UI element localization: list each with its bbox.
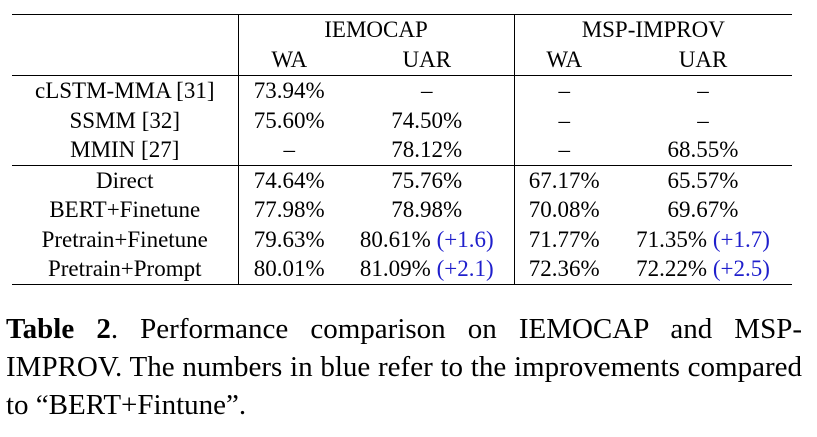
method-cell-value: BERT+Finetune bbox=[49, 197, 201, 222]
results-table-container: IEMOCAP MSP-IMPROV WA UAR WA UAR cLSTM-M… bbox=[12, 14, 793, 285]
iemocap-uar-cell-value: 78.12% bbox=[391, 137, 463, 162]
iemocap-uar-cell-value: 75.76% bbox=[391, 167, 463, 193]
iemocap-wa-cell-value: – bbox=[283, 137, 296, 162]
iemocap-wa-cell: 77.98% bbox=[238, 195, 340, 225]
iemocap-uar-cell: 80.61% (+1.6) bbox=[340, 224, 515, 254]
iemocap-uar-cell-gain: (+1.6) bbox=[436, 226, 494, 252]
msp-uar-cell: 68.55% bbox=[614, 135, 792, 165]
msp-wa-cell: 67.17% bbox=[514, 164, 615, 195]
msp-wa-cell-value: – bbox=[558, 137, 571, 162]
table-row: cLSTM-MMA [31] 73.94% – – – bbox=[12, 75, 793, 106]
msp-uar-cell: 69.67% bbox=[614, 195, 792, 225]
iemocap-uar-cell: 81.09% (+2.1) bbox=[340, 254, 515, 285]
method-cell: SSMM [32] bbox=[12, 105, 239, 135]
msp-wa-cell-value: 72.36% bbox=[528, 256, 600, 281]
method-cell: MMIN [27] bbox=[12, 135, 239, 165]
method-cell-value: Pretrain+Prompt bbox=[47, 256, 202, 281]
iemocap-wa-cell: 73.94% bbox=[238, 75, 340, 106]
iemocap-wa-cell: 79.63% bbox=[238, 225, 340, 255]
iemocap-uar-cell-value: 81.09% bbox=[359, 256, 431, 281]
iemocap-uar-cell: – bbox=[340, 75, 515, 106]
method-cell: Pretrain+Prompt bbox=[12, 254, 239, 285]
header-iemocap: IEMOCAP bbox=[238, 14, 515, 45]
msp-uar-cell: 72.22% (+2.5) bbox=[614, 254, 793, 285]
method-cell-value: MMIN [27] bbox=[70, 137, 180, 162]
msp-wa-cell: 71.77% bbox=[514, 225, 614, 255]
iemocap-wa-cell: 75.60% bbox=[238, 106, 340, 136]
iemocap-wa-cell: 74.64% bbox=[238, 164, 340, 195]
msp-uar-cell-gain: (+1.7) bbox=[712, 226, 770, 252]
msp-uar-cell-value: 65.57% bbox=[667, 167, 739, 193]
msp-wa-cell: – bbox=[514, 106, 614, 136]
header-empty-cell bbox=[12, 14, 239, 45]
header-msp-uar: UAR bbox=[678, 47, 728, 72]
header-msp-wa: WA bbox=[546, 47, 583, 72]
iemocap-wa-cell-value: 74.64% bbox=[253, 167, 325, 193]
table-body: cLSTM-MMA [31] 73.94% – – – SSMM [32] 75.60% 74… bbox=[12, 75, 793, 285]
msp-uar-cell-gain: (+2.5) bbox=[712, 256, 770, 281]
iemocap-uar-cell: 78.12% bbox=[340, 135, 515, 165]
table-row: MMIN [27] – 78.12% – 68.55% bbox=[12, 135, 792, 165]
method-cell-value: cLSTM-MMA [31] bbox=[34, 78, 215, 103]
iemocap-wa-cell-value: 80.01% bbox=[253, 256, 325, 281]
iemocap-wa-cell: – bbox=[238, 135, 340, 165]
method-cell-value: Pretrain+Finetune bbox=[41, 226, 208, 252]
iemocap-uar-cell: 78.98% bbox=[340, 195, 515, 225]
msp-wa-cell-value: – bbox=[558, 107, 571, 133]
caption-label: Table 2 bbox=[6, 313, 111, 345]
metric-header-row: WA UAR WA UAR bbox=[12, 45, 792, 76]
msp-wa-cell-value: 67.17% bbox=[528, 167, 600, 193]
msp-wa-cell-value: – bbox=[558, 78, 571, 103]
dataset-header-row: IEMOCAP MSP-IMPROV bbox=[12, 14, 793, 45]
msp-wa-cell: – bbox=[514, 75, 615, 106]
iemocap-uar-cell-value: 80.61% bbox=[359, 226, 431, 252]
iemocap-wa-cell-value: 73.94% bbox=[253, 78, 325, 103]
iemocap-wa-cell-value: 79.63% bbox=[253, 226, 325, 252]
table-row: SSMM [32] 75.60% 74.50% – – bbox=[12, 105, 792, 136]
method-cell-value: SSMM [32] bbox=[69, 107, 181, 133]
msp-uar-cell: 65.57% bbox=[614, 164, 793, 195]
iemocap-uar-cell-value: 78.98% bbox=[391, 197, 463, 222]
msp-uar-cell-value: – bbox=[697, 78, 709, 103]
header-iemocap-wa: WA bbox=[271, 47, 308, 72]
msp-uar-cell-value: 68.55% bbox=[667, 137, 739, 162]
method-cell: Pretrain+Finetune bbox=[12, 224, 239, 254]
table-row: BERT+Finetune 77.98% 78.98% 70.08% 69.67% bbox=[12, 195, 792, 225]
msp-wa-cell-value: 71.77% bbox=[528, 226, 600, 252]
header-iemocap-uar: UAR bbox=[340, 45, 515, 76]
results-table: IEMOCAP MSP-IMPROV WA UAR WA UAR cLSTM-M… bbox=[12, 14, 793, 285]
caption-text: . Performance comparison on IEMOCAP and … bbox=[6, 313, 802, 421]
msp-uar-cell-value: 71.35% bbox=[636, 226, 708, 252]
table-caption: Table 2. Performance comparison on IEMOC… bbox=[6, 310, 802, 424]
table-row: Direct 74.64% 75.76% 67.17% 65.57% bbox=[12, 164, 793, 195]
header-msp-improv: MSP-IMPROV bbox=[514, 14, 793, 45]
table-row: Pretrain+Finetune 79.63% 80.61% (+1.6) 71.7… bbox=[12, 224, 792, 255]
method-cell: Direct bbox=[12, 164, 239, 195]
iemocap-uar-cell-value: 74.50% bbox=[391, 107, 463, 133]
iemocap-uar-cell: 74.50% bbox=[340, 105, 515, 135]
msp-wa-cell: 72.36% bbox=[514, 254, 615, 285]
header-empty-cell bbox=[12, 45, 239, 76]
method-cell: cLSTM-MMA [31] bbox=[12, 75, 239, 106]
iemocap-uar-cell-gain: (+2.1) bbox=[436, 256, 494, 281]
msp-wa-cell: – bbox=[514, 135, 614, 165]
msp-uar-cell-value: 72.22% bbox=[636, 256, 708, 281]
iemocap-wa-cell-value: 77.98% bbox=[253, 197, 325, 222]
iemocap-wa-cell: 80.01% bbox=[238, 254, 340, 285]
msp-wa-cell: 70.08% bbox=[514, 195, 614, 225]
iemocap-uar-cell-value: – bbox=[421, 78, 433, 103]
msp-uar-cell: – bbox=[614, 106, 792, 136]
method-cell: BERT+Finetune bbox=[12, 195, 239, 225]
iemocap-uar-cell: 75.76% bbox=[340, 164, 515, 195]
msp-uar-cell-value: 69.67% bbox=[667, 197, 739, 222]
iemocap-wa-cell-value: 75.60% bbox=[253, 107, 325, 133]
method-cell-value: Direct bbox=[96, 167, 154, 193]
msp-uar-cell: 71.35% (+1.7) bbox=[614, 225, 792, 255]
msp-uar-cell-value: – bbox=[697, 107, 709, 133]
msp-uar-cell: – bbox=[614, 75, 793, 106]
msp-wa-cell-value: 70.08% bbox=[528, 197, 600, 222]
table-row: Pretrain+Prompt 80.01% 81.09% (+2.1) 72.36%… bbox=[12, 254, 793, 285]
